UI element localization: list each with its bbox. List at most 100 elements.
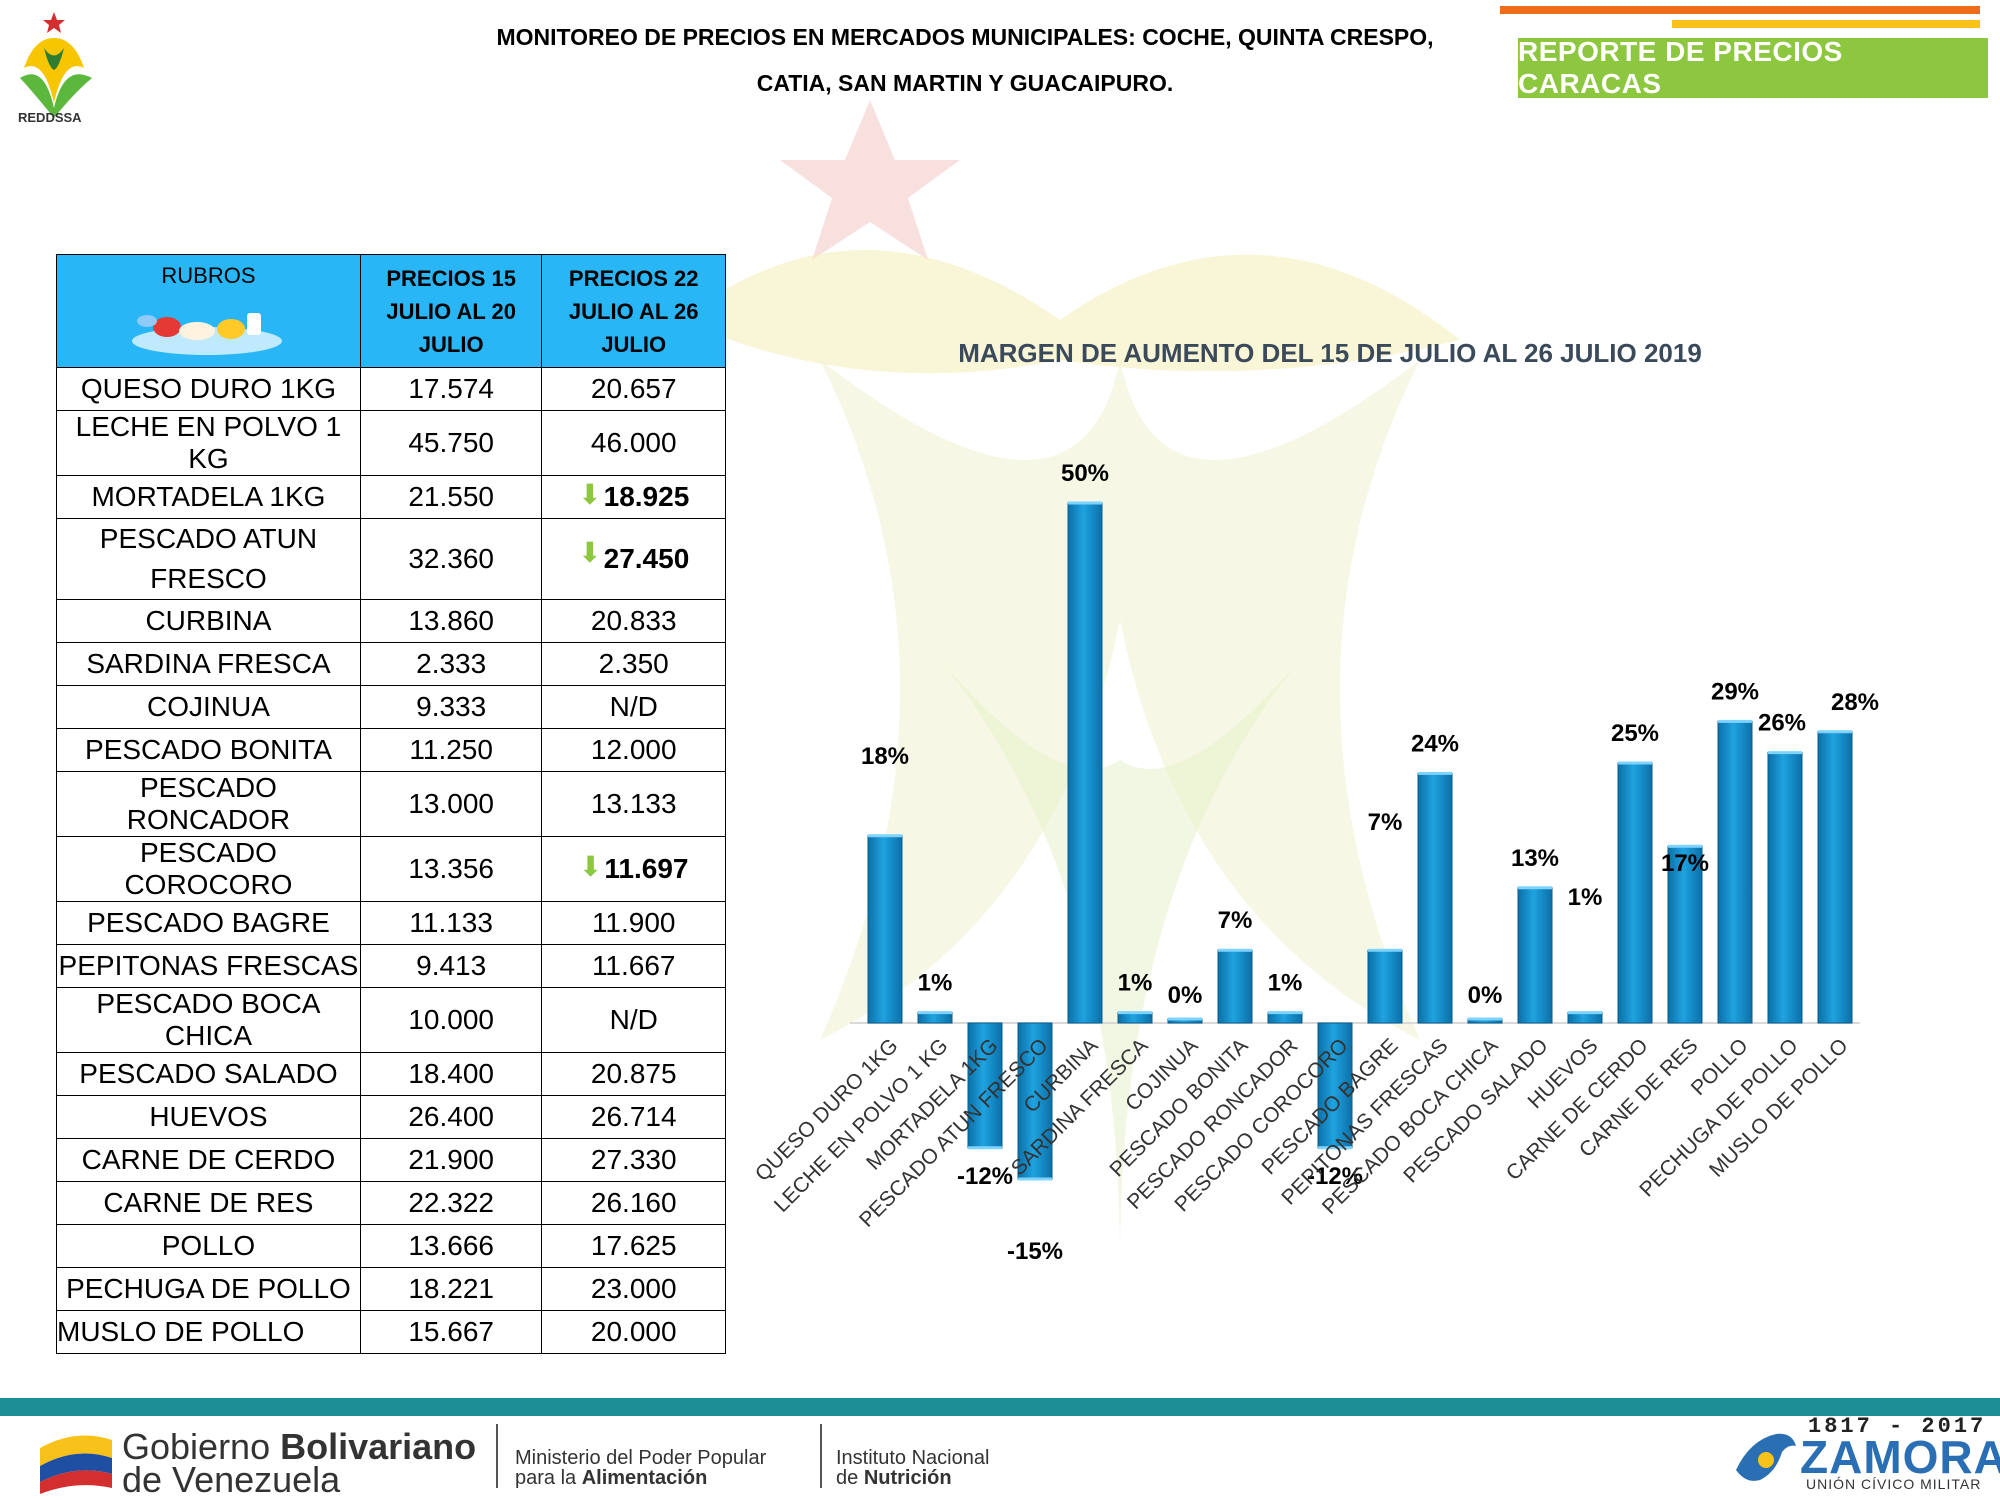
table-row: PESCADO ATUN FRESCO 32.360 ⬇27.450 [56, 518, 726, 600]
ministerio-text: Ministerio del Poder Popular para la Ali… [515, 1448, 766, 1488]
item-name-cell: MUSLO DE POLLO [56, 1310, 361, 1354]
gob-text-bold: Bolivariano [280, 1426, 477, 1467]
down-arrow-icon: ⬇ [578, 537, 602, 568]
item-name-cell: COJINUA [56, 685, 361, 729]
item-name-cell: PECHUGA DE POLLO [56, 1267, 361, 1311]
price-week2-cell: 23.000 [541, 1267, 726, 1311]
item-name-cell: HUEVOS [56, 1095, 361, 1139]
bar-label-18: 26% [1758, 710, 1806, 737]
price-week1-cell: 17.574 [359, 367, 543, 411]
table-row: PESCADO BAGRE 11.133 11.900 [56, 901, 726, 945]
item-name-cell: PESCADO COROCORO [56, 836, 361, 902]
price-week1-cell: 11.133 [359, 901, 543, 945]
price-week1-cell: 21.550 [359, 475, 543, 519]
price-week1-cell: 13.000 [359, 771, 543, 837]
bar-14 [1567, 1012, 1603, 1024]
gobierno-bolivariano-text: Gobierno Bolivariano de Venezuela [122, 1429, 476, 1498]
chart-title: MARGEN DE AUMENTO DEL 15 DE JULIO AL 26 … [958, 338, 1702, 368]
price-week2-cell: 11.900 [541, 901, 726, 945]
price-week2-value: 11.697 [604, 853, 689, 884]
item-name-cell: MORTADELA 1KG [56, 475, 361, 519]
price-week2-cell: 20.000 [541, 1310, 726, 1354]
bar-label-12: 0% [1468, 982, 1503, 1009]
price-week1-cell: 11.250 [359, 728, 543, 772]
table-row: CARNE DE CERDO 21.900 27.330 [56, 1138, 726, 1182]
price-week1-cell: 26.400 [359, 1095, 543, 1139]
table-row: PECHUGA DE POLLO 18.221 23.000 [56, 1267, 726, 1311]
price-week1-cell: 13.356 [359, 836, 543, 902]
price-week2-cell: 20.833 [541, 599, 726, 643]
table-body: QUESO DURO 1KG 17.574 20.657 LECHE EN POLVO… [56, 367, 726, 1354]
bar-16 [1667, 845, 1703, 1024]
table-row: PESCADO COROCORO 13.356 ⬇11.697 [56, 836, 726, 902]
price-week2-value: 27.450 [603, 543, 690, 574]
reddssa-logo [20, 12, 92, 118]
header-prices-week2: PRECIOS 22 JULIO AL 26 JULIO [541, 254, 726, 368]
price-week1-cell: 13.860 [359, 599, 543, 643]
item-name-cell: LECHE EN POLVO 1 KG [56, 410, 361, 476]
instituto-line2-normal: de [836, 1467, 864, 1489]
ministerio-line1: Ministerio del Poder Popular [515, 1447, 767, 1469]
price-table: RUBROS PRECIOS 15 JULIO AL 20 JULIO PREC… [56, 254, 726, 1354]
instituto-line2-bold: Nutrición [863, 1467, 952, 1489]
price-week2-value: 18.925 [603, 481, 690, 512]
bar-label-2: -12% [957, 1163, 1013, 1190]
price-week2-cell: 27.330 [541, 1138, 726, 1182]
price-week1-cell: 10.000 [359, 987, 543, 1053]
gob-text-line2: de Venezuela [122, 1459, 341, 1500]
down-arrow-icon: ⬇ [578, 479, 602, 510]
bar-label-15: 25% [1611, 720, 1659, 747]
price-week2-cell: N/D [541, 987, 726, 1053]
bar-0 [867, 835, 903, 1024]
bar-label-6: 0% [1168, 982, 1203, 1009]
price-week1-cell: 13.666 [359, 1224, 543, 1268]
table-row: SARDINA FRESCA 2.333 2.350 [56, 642, 726, 686]
bar-label-1: 1% [918, 970, 953, 997]
bar-15 [1617, 762, 1653, 1024]
table-row: HUEVOS 26.400 26.714 [56, 1095, 726, 1139]
header-prices-week1: PRECIOS 15 JULIO AL 20 JULIO [359, 254, 543, 368]
item-name-cell: PESCADO BAGRE [56, 901, 361, 945]
bar-label-9: -12% [1307, 1163, 1363, 1190]
item-name-cell: PESCADO BONITA [56, 728, 361, 772]
zamora-horse-icon [1736, 1433, 1796, 1481]
header-stripe-yellow [1672, 20, 1980, 28]
zamora-name: ZAMORA [1800, 1431, 2000, 1483]
table-row: COJINUA 9.333 N/D [56, 685, 726, 729]
table-row: PESCADO BONITA 11.250 12.000 [56, 728, 726, 772]
price-week2-cell: ⬇11.697 [541, 836, 726, 902]
price-week2-cell: 2.350 [541, 642, 726, 686]
bar-label-10: 7% [1368, 809, 1403, 836]
price-week1-cell: 18.221 [359, 1267, 543, 1311]
price-week2-cell: 46.000 [541, 410, 726, 476]
bar-label-17: 29% [1711, 678, 1759, 705]
ministerio-line2-normal: para la [515, 1467, 582, 1489]
bar-1 [917, 1012, 953, 1024]
price-week2-cell: 13.133 [541, 771, 726, 837]
table-row: PESCADO RONCADOR 13.000 13.133 [56, 771, 726, 837]
table-row: CURBINA 13.860 20.833 [56, 599, 726, 643]
table-row: CARNE DE RES 22.322 26.160 [56, 1181, 726, 1225]
table-row: PEPITONAS FRESCAS 9.413 11.667 [56, 944, 726, 988]
bar-5 [1117, 1012, 1153, 1024]
price-week2-cell: 20.657 [541, 367, 726, 411]
bar-label-19: 28% [1831, 689, 1879, 716]
price-week2-cell: ⬇18.925 [541, 475, 726, 519]
venezuela-flag-icon [40, 1435, 112, 1494]
table-row: MUSLO DE POLLO 15.667 20.000 [56, 1310, 726, 1354]
item-name-cell: CARNE DE CERDO [56, 1138, 361, 1182]
price-week1-cell: 22.322 [359, 1181, 543, 1225]
item-name-cell: PESCADO BOCA CHICA [56, 987, 361, 1053]
table-row: MORTADELA 1KG 21.550 ⬇18.925 [56, 475, 726, 519]
bar-8 [1267, 1012, 1303, 1024]
footer-separator-2 [820, 1424, 822, 1488]
item-name-cell: PESCADO RONCADOR [56, 771, 361, 837]
down-arrow-icon: ⬇ [578, 851, 603, 882]
header-rubros-label: RUBROS [161, 263, 256, 288]
bar-label-0: 18% [861, 743, 909, 770]
item-name-cell: POLLO [56, 1224, 361, 1268]
bar-4 [1067, 502, 1103, 1024]
footer-separator-1 [496, 1424, 498, 1488]
bar-17 [1717, 720, 1753, 1024]
